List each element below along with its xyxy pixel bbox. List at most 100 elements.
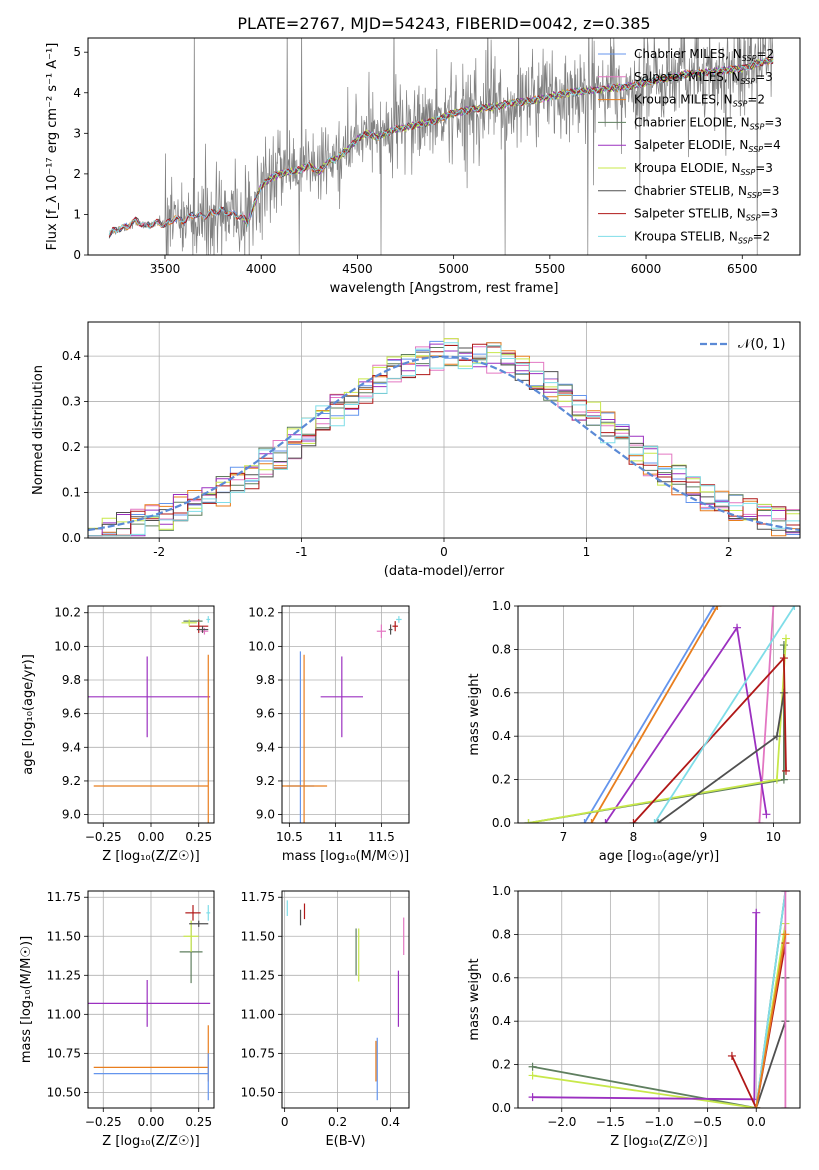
x-tick-label: −2.0 <box>547 1115 576 1129</box>
marker <box>713 606 722 610</box>
y-tick-label: 0.3 <box>62 395 81 409</box>
x-tick-label: −0.5 <box>693 1115 722 1129</box>
x-tick-label: 0.2 <box>328 1115 347 1129</box>
y-tick-label: 0.8 <box>492 927 511 941</box>
legend-entry: Kroupa ELODIE, NSSP=3 <box>634 161 773 177</box>
marker <box>587 819 596 823</box>
marker <box>755 819 764 823</box>
x-tick-label: 9 <box>700 830 708 844</box>
y-tick-label: 9.6 <box>256 707 275 721</box>
mass-weight-line <box>758 606 775 823</box>
mass-weight-vs-age-panel: 7 8 9 10 0.0 0.2 0.4 0.6 0.8 1.0 age [log₁₀(age/yr… <box>467 599 801 864</box>
mass-weight-line <box>755 891 787 1108</box>
marker <box>653 819 662 823</box>
axes-frame <box>87 37 801 256</box>
x-tick-label: 0.25 <box>185 830 212 844</box>
plot-area <box>286 900 405 1101</box>
x-tick-label: −0.25 <box>85 830 122 844</box>
marker <box>779 775 788 784</box>
y-tick-label: 10.2 <box>248 606 275 620</box>
x-tick-label: 1 <box>583 545 591 559</box>
marker <box>629 819 638 823</box>
axes-frame <box>281 890 410 1109</box>
y-tick-label: 9.8 <box>62 673 81 687</box>
marker <box>528 1062 537 1071</box>
y-tick-label: 9.2 <box>62 774 81 788</box>
mass-weight-line <box>583 606 715 823</box>
observed-spectrum <box>108 38 774 255</box>
axes-frame <box>517 890 801 1109</box>
y-tick-label: 9.2 <box>256 774 275 788</box>
x-tick-label: 5500 <box>535 262 566 276</box>
plot-area <box>88 616 211 823</box>
y-tick-label: 0.0 <box>492 1101 511 1115</box>
marker <box>779 641 788 650</box>
y-tick-label: 0 <box>73 248 81 262</box>
y-tick-label: 0.2 <box>492 1058 511 1072</box>
y-tick-label: 5 <box>73 45 81 59</box>
y-tick-label: 10.75 <box>47 1046 81 1060</box>
y-tick-label: 11.50 <box>241 929 275 943</box>
x-tick-label: 6500 <box>727 262 758 276</box>
x-tick-label: 0.00 <box>138 830 165 844</box>
y-tick-label: 9.4 <box>62 740 81 754</box>
marker <box>752 1104 761 1108</box>
marker <box>781 930 790 939</box>
marker <box>709 606 718 610</box>
y-tick-label: 1.0 <box>492 884 511 898</box>
y-tick-label: 10.0 <box>248 639 275 653</box>
plot-area <box>88 338 800 537</box>
x-tick-label: 0.0 <box>747 1115 766 1129</box>
marker <box>772 732 781 741</box>
y-tick-label: 11.25 <box>47 968 81 982</box>
marker <box>727 1051 736 1060</box>
x-tick-label: −1.0 <box>644 1115 673 1129</box>
y-tick-label: 10.75 <box>241 1046 275 1060</box>
x-axis-label: E(B-V) <box>325 1134 365 1149</box>
legend-entry: Salpeter STELIB, NSSP=3 <box>634 207 778 223</box>
legend-entry: Kroupa STELIB, NSSP=2 <box>634 229 770 245</box>
y-tick-label: 0.0 <box>62 531 81 545</box>
y-tick-label: 0.2 <box>62 440 81 454</box>
y-tick-label: 3 <box>73 126 81 140</box>
legend-entry: Salpeter MILES, NSSP=3 <box>634 70 773 86</box>
x-tick-label: 5000 <box>438 262 469 276</box>
figure-title: PLATE=2767, MJD=54243, FIBERID=0042, z=0… <box>237 14 650 33</box>
x-tick-label: 0 <box>440 545 448 559</box>
marker <box>601 819 610 823</box>
age-vs-metallicity-panel: −0.25 0.00 0.25 9.0 9.2 9.4 9.6 9.8 10.0 10.2 Z [l… <box>21 605 215 864</box>
marker <box>769 606 778 610</box>
model-spectrum-kroupa-stelib <box>108 58 774 236</box>
x-tick-label: −0.25 <box>85 1115 122 1129</box>
plot-area <box>282 616 402 823</box>
x-tick-label: 6000 <box>631 262 662 276</box>
mass-vs-ebv-panel: 0 0.2 0.4 10.50 10.75 11.00 11.25 11.50 11.75 E(B… <box>241 890 410 1149</box>
marker <box>752 908 761 917</box>
x-tick-label: 4500 <box>342 262 373 276</box>
plot-area <box>528 891 790 1108</box>
mass-weight-line <box>528 645 785 823</box>
legend-entry: 𝒩(0, 1) <box>738 337 785 352</box>
x-axis-label: Z [log₁₀(Z/Z☉)] <box>610 1134 707 1149</box>
y-tick-label: 0.4 <box>492 729 511 743</box>
x-tick-label: 0.4 <box>381 1115 400 1129</box>
y-tick-label: 11.00 <box>47 1007 81 1021</box>
plot-area <box>108 38 774 255</box>
marker <box>528 1093 537 1102</box>
mass-weight-line <box>653 606 796 823</box>
mass-weight-line <box>528 638 787 823</box>
x-tick-label: 4000 <box>246 262 277 276</box>
y-tick-label: 11.75 <box>241 890 275 904</box>
mass-weight-line <box>731 942 787 1108</box>
plot-area <box>88 905 211 1101</box>
x-tick-label: 0 <box>281 1115 289 1129</box>
legend-entry: Chabrier STELIB, NSSP=3 <box>634 184 779 200</box>
y-tick-label: 9.0 <box>256 808 275 822</box>
mass-weight-line <box>755 934 787 1108</box>
x-axis-label: wavelength [Angstrom, rest frame] <box>330 281 559 296</box>
x-axis-label: age [log₁₀(age/yr)] <box>599 849 720 864</box>
legend-entry: Chabrier ELODIE, NSSP=3 <box>634 115 782 131</box>
y-tick-label: 11.25 <box>241 968 275 982</box>
x-axis-label: Z [log₁₀(Z/Z☉)] <box>102 1134 199 1149</box>
x-tick-label: 11.5 <box>368 830 395 844</box>
